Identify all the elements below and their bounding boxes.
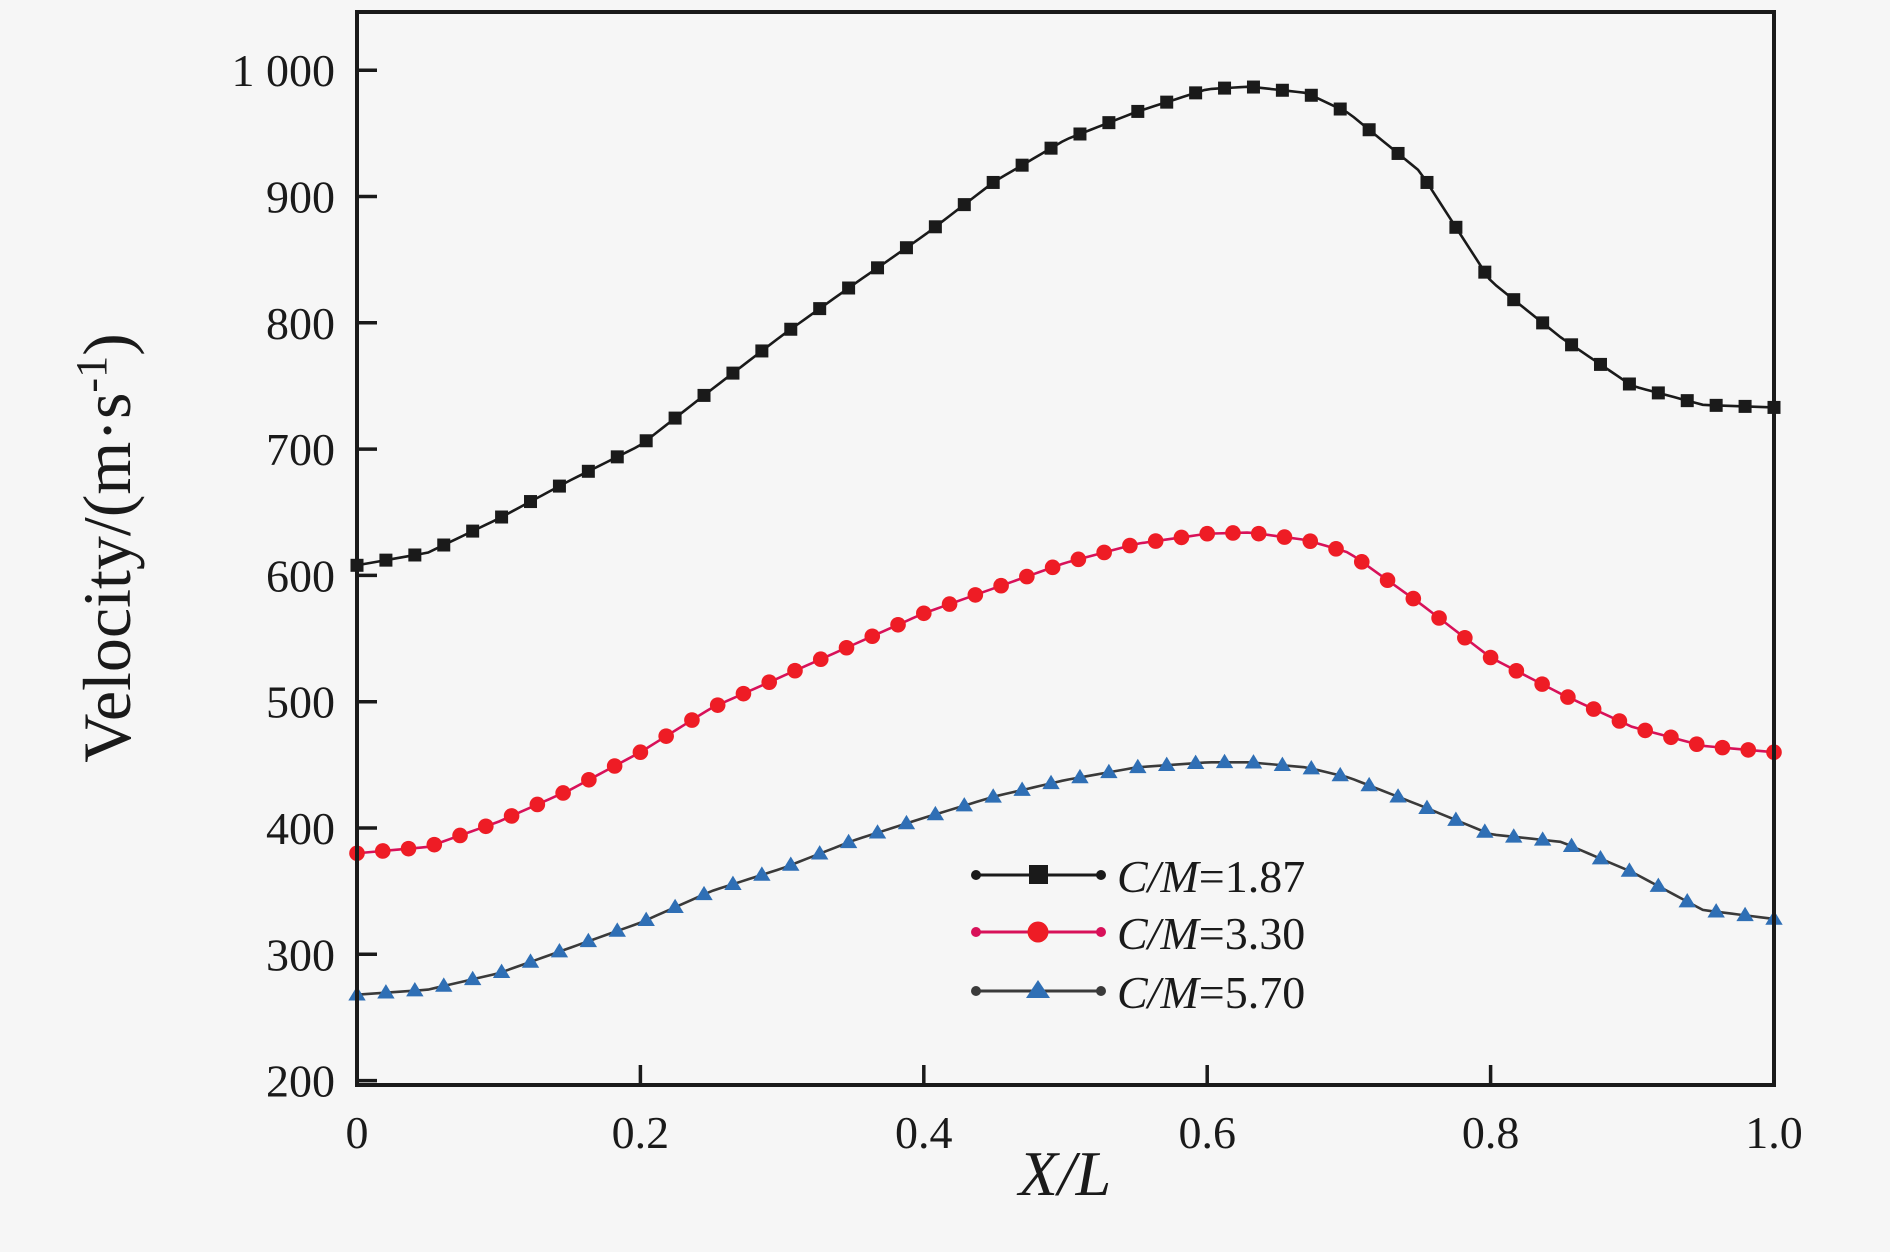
svg-text:900: 900 — [266, 172, 335, 223]
svg-text:300: 300 — [266, 929, 335, 980]
svg-text:1 000: 1 000 — [232, 45, 336, 96]
svg-text:Velocity/(m·s-1): Velocity/(m·s-1) — [67, 333, 146, 762]
svg-text:C/M=5.70: C/M=5.70 — [1117, 967, 1305, 1018]
svg-text:200: 200 — [266, 1056, 335, 1107]
svg-text:400: 400 — [266, 803, 335, 854]
svg-text:500: 500 — [266, 677, 335, 728]
svg-text:X/L: X/L — [1016, 1138, 1111, 1209]
svg-text:800: 800 — [266, 298, 335, 349]
svg-text:0.6: 0.6 — [1178, 1107, 1236, 1158]
svg-text:C/M=1.87: C/M=1.87 — [1117, 851, 1305, 902]
svg-text:0.2: 0.2 — [612, 1107, 670, 1158]
svg-text:600: 600 — [266, 550, 335, 601]
svg-text:C/M=3.30: C/M=3.30 — [1117, 908, 1305, 959]
svg-text:700: 700 — [266, 424, 335, 475]
svg-text:0.8: 0.8 — [1462, 1107, 1520, 1158]
svg-text:0: 0 — [346, 1107, 369, 1158]
svg-text:1.0: 1.0 — [1745, 1107, 1803, 1158]
svg-text:0.4: 0.4 — [895, 1107, 953, 1158]
